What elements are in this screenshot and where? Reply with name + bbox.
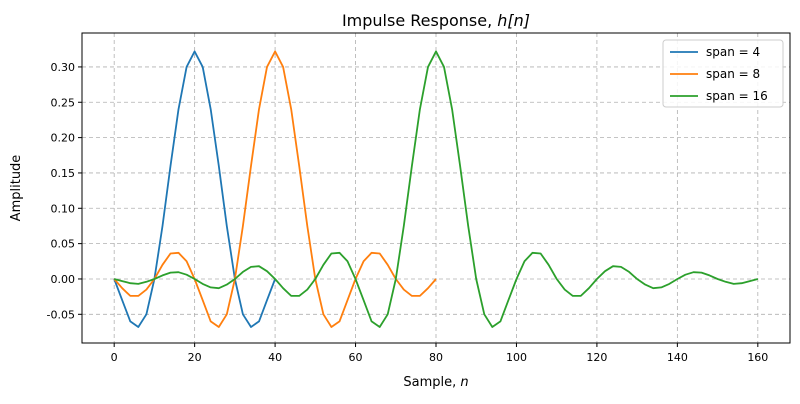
chart-title: Impulse Response, h[n] (342, 11, 530, 30)
series-lines (113, 50, 759, 328)
y-tick-label: 0.25 (51, 96, 76, 109)
series-line-3 (113, 50, 759, 328)
x-tick-label: 120 (586, 351, 607, 364)
axis-ticks: 0 20 40 60 80 100 120 140 160 -0.05 0.00 0.05 0.10 0.… (47, 61, 769, 364)
y-tick-label: -0.05 (47, 308, 75, 321)
legend-label: span = 16 (706, 89, 768, 103)
x-tick-label: 60 (349, 351, 363, 364)
series-line-1 (113, 50, 276, 328)
y-tick-label: 0.05 (51, 238, 76, 251)
x-tick-label: 40 (268, 351, 282, 364)
legend: span = 4 span = 8 span = 16 (662, 39, 784, 108)
series-line-2 (113, 50, 437, 328)
x-tick-label: 140 (667, 351, 688, 364)
legend-label: span = 8 (706, 67, 760, 81)
legend-label: span = 4 (706, 45, 760, 59)
y-tick-label: 0.00 (51, 273, 76, 286)
y-tick-label: 0.30 (51, 61, 76, 74)
legend-box (662, 39, 784, 108)
plot-area-frame (81, 32, 791, 344)
x-tick-label: 0 (111, 351, 118, 364)
y-tick-label: 0.15 (51, 167, 76, 180)
y-axis-label: Amplitude (9, 155, 24, 222)
x-tick-label: 80 (429, 351, 443, 364)
x-tick-label: 100 (506, 351, 527, 364)
x-tick-label: 160 (747, 351, 768, 364)
y-tick-label: 0.10 (51, 202, 76, 215)
x-axis-label: Sample, n (403, 375, 468, 390)
x-tick-label: 20 (188, 351, 202, 364)
y-tick-label: 0.20 (51, 132, 76, 145)
